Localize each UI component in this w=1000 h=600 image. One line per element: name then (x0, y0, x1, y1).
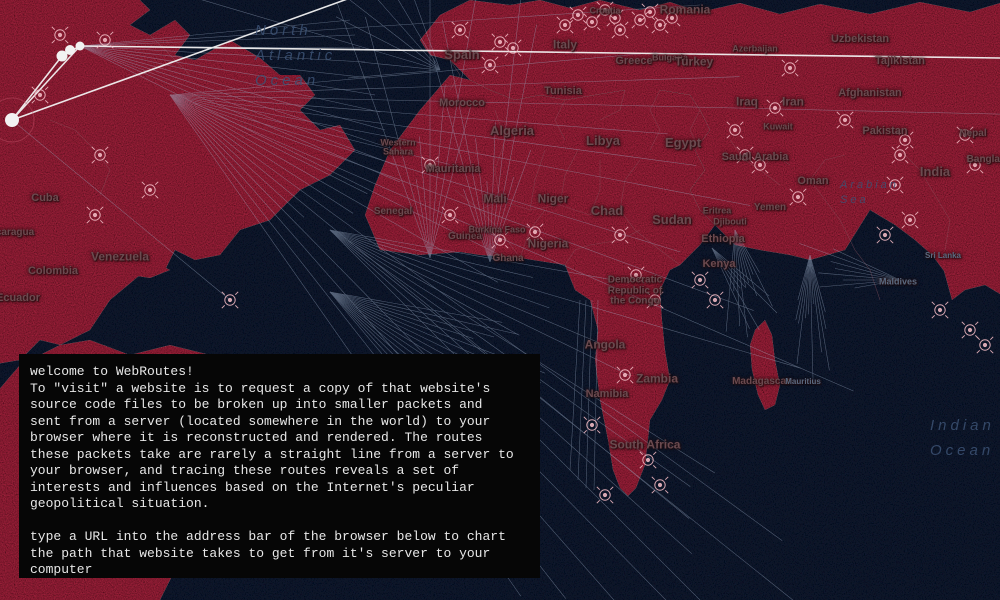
svg-text:Arabian: Arabian (839, 179, 899, 191)
svg-text:Sea: Sea (840, 194, 869, 206)
svg-text:Ocean: Ocean (255, 72, 319, 89)
svg-text:Indian: Indian (930, 417, 995, 434)
svg-text:Ocean: Ocean (930, 442, 994, 459)
svg-text:Atlantic: Atlantic (254, 47, 336, 64)
svg-text:North: North (255, 22, 312, 39)
